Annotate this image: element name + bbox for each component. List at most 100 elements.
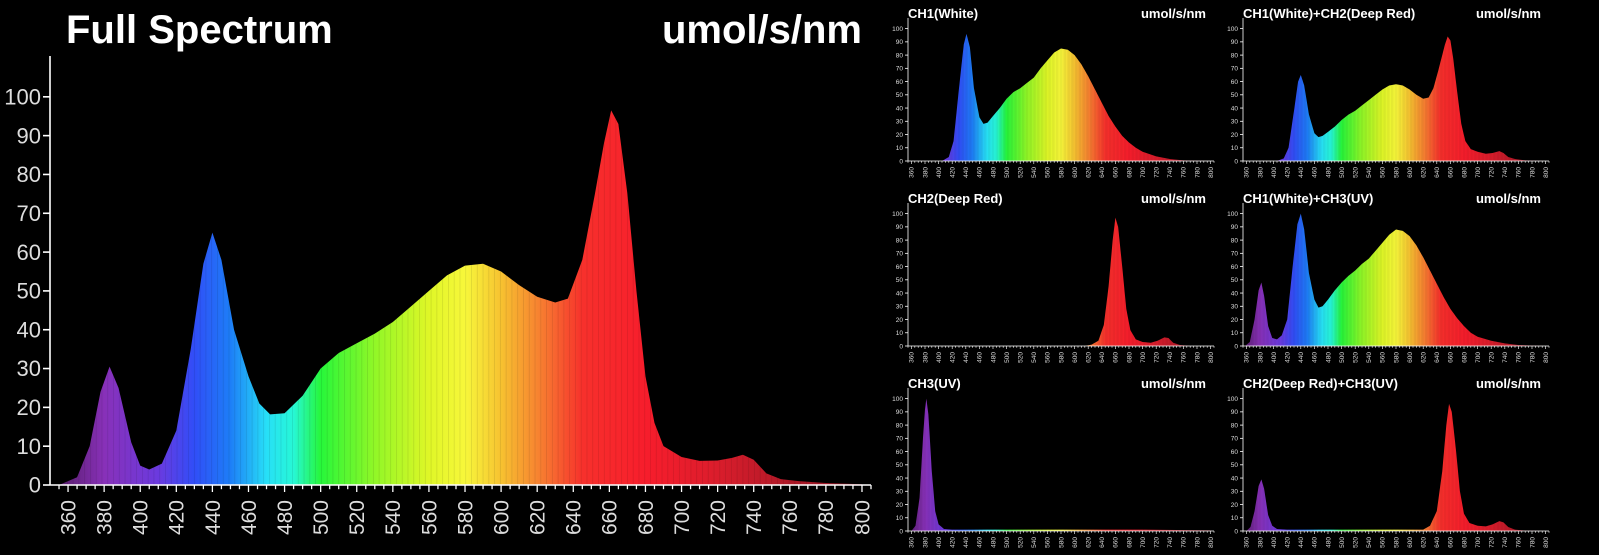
x-tick-label: 540 (1366, 352, 1373, 363)
y-tick-label: 100 (1227, 211, 1238, 218)
y-tick-label: 90 (896, 39, 904, 46)
x-tick-label: 540 (1031, 167, 1038, 178)
x-tick-label: 680 (1461, 537, 1468, 548)
x-tick-label: 660 (1448, 167, 1455, 178)
x-tick-label: 740 (1167, 167, 1174, 178)
spectrum-area (59, 110, 862, 486)
x-tick-label: 660 (1113, 537, 1120, 548)
y-tick-label: 80 (896, 237, 904, 244)
y-tick-label: 0 (1234, 528, 1238, 535)
y-tick-label: 70 (1231, 436, 1239, 443)
x-tick-label: 500 (1339, 352, 1346, 363)
x-tick-label: 440 (963, 167, 970, 178)
x-tick-label: 640 (1434, 167, 1441, 178)
x-tick-label: 360 (1244, 537, 1251, 548)
x-tick-label: 540 (1366, 167, 1373, 178)
x-tick-label: 800 (851, 500, 874, 535)
y-tick-label: 100 (4, 85, 41, 110)
y-tick-label: 50 (896, 277, 904, 284)
x-tick-label: 560 (1045, 352, 1052, 363)
x-tick-label: 760 (1516, 167, 1523, 178)
x-tick-label: 520 (1352, 167, 1359, 178)
ch1-chart-panel: 0 10 20 30 40 50 60 70 80 90 100 360 380 400 420 440 460… (886, 0, 1228, 185)
x-tick-label: 480 (1325, 352, 1332, 363)
y-tick-label: 80 (896, 52, 904, 59)
x-tick-label: 520 (1352, 537, 1359, 548)
y-tick-label: 50 (1231, 277, 1239, 284)
y-tick-label: 20 (896, 502, 904, 509)
y-tick-label: 10 (896, 330, 904, 337)
spectrum-stripes (61, 110, 859, 485)
ch1-ch3-chart-unit: umol/s/nm (1475, 191, 1541, 206)
x-tick-label: 560 (1045, 167, 1052, 178)
y-tick-label: 40 (896, 290, 904, 297)
x-tick-label: 780 (1529, 537, 1536, 548)
x-tick-label: 560 (1045, 537, 1052, 548)
x-tick-label: 600 (1407, 537, 1414, 548)
x-tick-label: 600 (1407, 352, 1414, 363)
ch1-chart-title: CH1(White) (908, 6, 979, 21)
y-tick-label: 100 (1227, 26, 1238, 33)
y-tick-label: 50 (1231, 462, 1239, 469)
x-tick-label: 600 (490, 500, 513, 535)
spectrum-area (911, 398, 1211, 531)
ch3-spectrum-chart: 0 10 20 30 40 50 60 70 80 90 100 360 380 400 420 440 460… (892, 388, 1215, 548)
x-tick-label: 480 (1325, 167, 1332, 178)
x-tick-label: 620 (1085, 537, 1092, 548)
y-tick-label: 30 (1231, 119, 1239, 126)
x-tick-label: 760 (779, 500, 802, 535)
x-tick-label: 440 (963, 537, 970, 548)
x-tick-label: 580 (1058, 352, 1065, 363)
x-tick-label: 360 (909, 352, 916, 363)
x-tick-label: 360 (909, 537, 916, 548)
x-tick-label: 560 (418, 500, 441, 535)
spectrum-area (1246, 403, 1546, 531)
y-tick-label: 90 (1231, 409, 1239, 416)
ch3-chart-panel: 0 10 20 30 40 50 60 70 80 90 100 360 380 400 420 440 460… (886, 370, 1228, 555)
y-tick-label: 30 (1231, 304, 1239, 311)
ch2-ch3-chart-title: CH2(Deep Red)+CH3(UV) (1243, 376, 1398, 391)
y-tick-label: 0 (899, 343, 903, 350)
y-tick-label: 80 (1231, 237, 1239, 244)
main-chart-unit: umol/s/nm (661, 8, 862, 52)
main-chart-panel: 0 10 20 30 40 50 60 70 80 90 100 360 380 400 420 440 460… (4, 8, 874, 535)
y-tick-label: 30 (1231, 489, 1239, 496)
y-tick-label: 40 (1231, 475, 1239, 482)
x-tick-label: 800 (1543, 352, 1550, 363)
x-tick-label: 700 (671, 500, 694, 535)
x-tick-label: 760 (1181, 537, 1188, 548)
y-tick-label: 50 (1231, 92, 1239, 99)
ch1-ch3-chart-panel: 0 10 20 30 40 50 60 70 80 90 100 360 380 400 420 440 460… (1221, 185, 1563, 370)
y-tick-label: 50 (896, 462, 904, 469)
y-tick-label: 60 (1231, 79, 1239, 86)
x-tick-label: 420 (949, 167, 956, 178)
ch1-ch2-chart-title: CH1(White)+CH2(Deep Red) (1243, 6, 1416, 21)
x-tick-label: 580 (1058, 167, 1065, 178)
x-tick-label: 360 (1244, 352, 1251, 363)
y-tick-label: 90 (1231, 39, 1239, 46)
x-tick-label: 720 (1488, 167, 1495, 178)
spectrum-area (942, 33, 1211, 161)
x-tick-label: 460 (1312, 167, 1319, 178)
x-tick-label: 700 (1475, 352, 1482, 363)
y-tick-label: 40 (896, 475, 904, 482)
x-tick-label: 520 (346, 500, 369, 535)
spectrum-stripes (911, 398, 1211, 531)
x-tick-label: 720 (1488, 352, 1495, 363)
x-tick-label: 800 (1208, 167, 1215, 178)
x-tick-label: 480 (274, 500, 297, 535)
x-tick-label: 680 (1461, 352, 1468, 363)
x-tick-label: 800 (1208, 352, 1215, 363)
x-tick-label: 520 (1352, 352, 1359, 363)
y-tick-label: 0 (29, 473, 41, 498)
y-tick-label: 80 (896, 422, 904, 429)
x-tick-label: 620 (1420, 537, 1427, 548)
x-tick-label: 380 (93, 500, 116, 535)
x-tick-label: 460 (977, 352, 984, 363)
x-tick-label: 680 (1461, 167, 1468, 178)
x-tick-label: 620 (527, 500, 550, 535)
x-tick-label: 720 (1153, 352, 1160, 363)
x-tick-label: 500 (1339, 537, 1346, 548)
x-tick-label: 400 (1271, 352, 1278, 363)
y-tick-label: 40 (17, 317, 41, 342)
